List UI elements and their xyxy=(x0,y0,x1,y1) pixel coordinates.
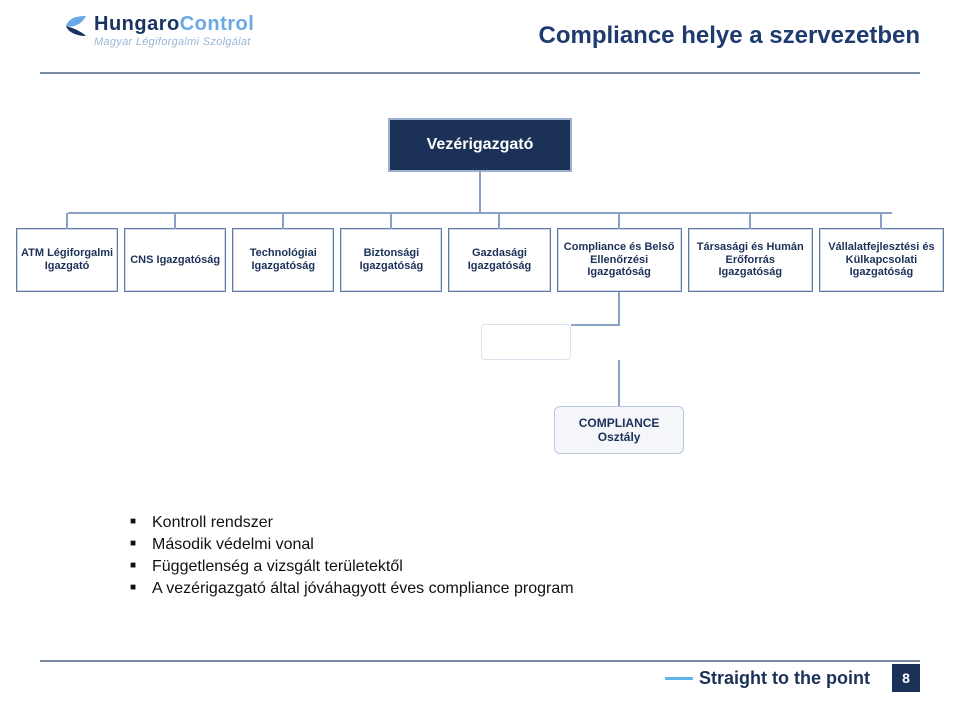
brand-name-a: Hungaro xyxy=(94,13,180,35)
connector-hline xyxy=(68,212,892,214)
page-title: Compliance helye a szervezetben xyxy=(539,22,921,50)
header: HungaroControl Magyar Légiforgalmi Szolg… xyxy=(0,0,960,80)
brand-name: HungaroControl xyxy=(94,14,254,34)
org-compliance-dept: COMPLIANCE Osztály xyxy=(554,406,684,454)
slogan-text: Straight to the point xyxy=(699,668,870,689)
brand-name-b: Control xyxy=(180,13,255,35)
header-rule xyxy=(40,72,920,74)
org-level-row: ATM Légiforgalmi Igazgató CNS Igazgatósá… xyxy=(16,228,944,292)
brand-text: HungaroControl Magyar Légiforgalmi Szolg… xyxy=(94,14,254,48)
org-blank-box xyxy=(481,324,571,360)
org-leaf-0: ATM Légiforgalmi Igazgató xyxy=(16,228,118,292)
footer-slogan: Straight to the point xyxy=(665,668,870,689)
org-leaf-3: Biztonsági Igazgatóság xyxy=(340,228,442,292)
bullet-list: Kontroll rendszer Második védelmi vonal … xyxy=(130,510,900,602)
slogan-dash-icon xyxy=(665,677,693,680)
footer-rule xyxy=(40,660,920,662)
bullet-item: Kontroll rendszer xyxy=(130,514,900,532)
org-root-node: Vezérigazgató xyxy=(390,120,570,170)
org-leaf-6: Társasági és Humán Erőforrás Igazgatóság xyxy=(688,228,813,292)
brand-logo: HungaroControl Magyar Légiforgalmi Szolg… xyxy=(64,14,254,48)
org-leaf-5-compliance: Compliance és Belső Ellenőrzési Igazgató… xyxy=(557,228,682,292)
footer: Straight to the point 8 xyxy=(40,660,920,700)
bullet-item: A vezérigazgató által jóváhagyott éves c… xyxy=(130,580,900,598)
org-chart: Vezérigazgató ATM Légiforgalmi Igazgató … xyxy=(0,100,960,500)
org-leaf-7: Vállalatfejlesztési és Külkapcsolati Iga… xyxy=(819,228,944,292)
connector-root-vline xyxy=(479,170,481,212)
bullet-item: Függetlenség a vizsgált területektől xyxy=(130,558,900,576)
connector-sub-vline-2 xyxy=(618,360,620,406)
dept-label-line2: Osztály xyxy=(598,430,641,444)
page-number: 8 xyxy=(892,664,920,692)
org-leaf-1: CNS Igazgatóság xyxy=(124,228,226,292)
org-leaf-4: Gazdasági Igazgatóság xyxy=(448,228,550,292)
org-leaf-2: Technológiai Igazgatóság xyxy=(232,228,334,292)
brand-icon xyxy=(64,14,88,38)
connector-sub-hstub xyxy=(571,324,619,326)
bullet-item: Második védelmi vonal xyxy=(130,536,900,554)
connector-sub-vline-1 xyxy=(618,292,620,326)
org-root-label: Vezérigazgató xyxy=(427,136,534,154)
dept-label-line1: COMPLIANCE xyxy=(579,416,660,430)
brand-subtitle: Magyar Légiforgalmi Szolgálat xyxy=(94,37,254,48)
